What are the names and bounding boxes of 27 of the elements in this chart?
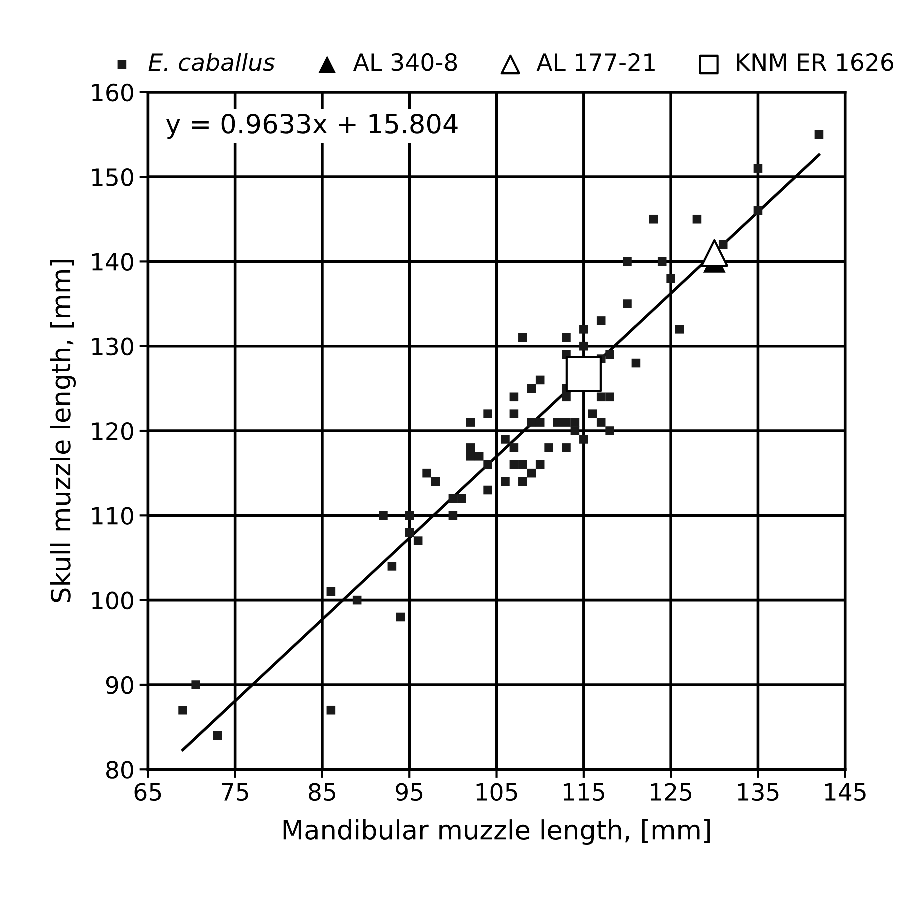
y-tick-label: 80 [106, 761, 134, 779]
x-axis-title: Mandibular muzzle length, [mm] [284, 820, 710, 846]
x-tick-label: 115 [564, 784, 604, 802]
y-tick-label: 100 [92, 592, 134, 610]
annotation: y = 0.9633x + 15.804 [166, 114, 458, 140]
legend-label: AL 177-21 [536, 53, 655, 71]
y-tick-label: 120 [92, 422, 134, 440]
x-tick-label: 145 [825, 784, 866, 802]
y-tick-label: 90 [106, 676, 134, 694]
y-axis-title: Skull muzzle length, [mm] [50, 260, 76, 602]
x-tick-label: 135 [738, 783, 779, 802]
x-tick-label: 85 [309, 783, 336, 802]
legend-label: KNM ER 1626 [737, 53, 894, 72]
point [566, 356, 602, 392]
legend-label: AL 340-8 [353, 53, 458, 72]
y-tick-label: 160 [92, 84, 134, 102]
y-tick-label: 140 [92, 253, 134, 272]
x-tick-label: 95 [396, 783, 423, 802]
y-tick-label: 110 [92, 507, 134, 525]
legend-label: E. caballus [148, 53, 275, 72]
x-tick-label: 75 [222, 784, 248, 802]
x-tick-label: 125 [651, 783, 692, 802]
y-tick-label: 150 [92, 168, 134, 186]
x-tick-label: 105 [476, 783, 518, 802]
point [700, 239, 728, 268]
x-tick-label: 65 [134, 783, 162, 802]
y-tick-label: 130 [92, 338, 134, 356]
